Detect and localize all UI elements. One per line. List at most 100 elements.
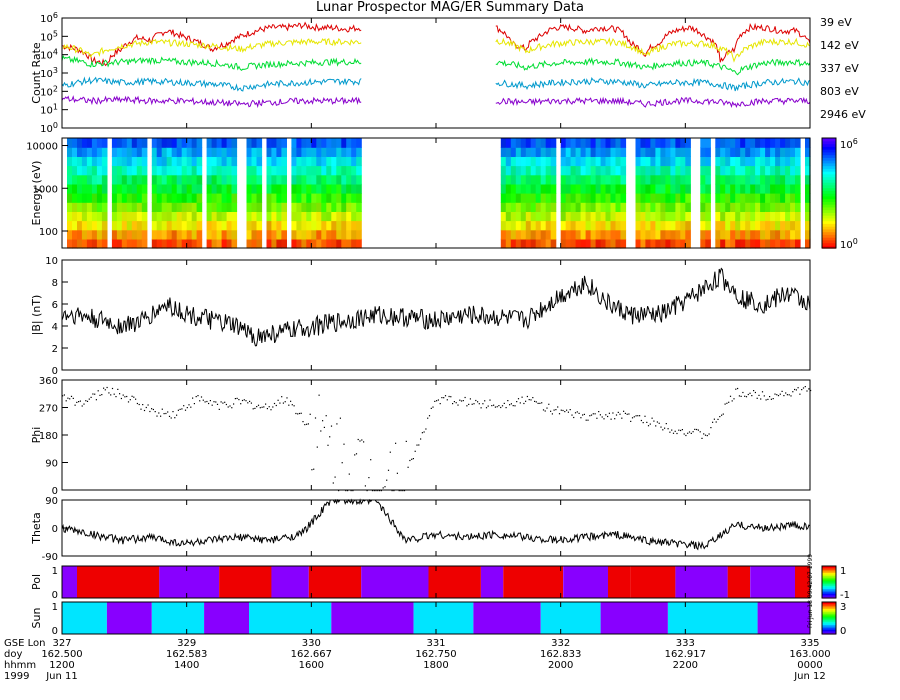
spectrogram-cell <box>735 193 741 203</box>
spectrogram-cell <box>505 238 512 249</box>
y-tick-label: 106 <box>40 11 58 25</box>
spectrogram-cell <box>351 138 357 148</box>
spectrogram-cell <box>77 220 83 231</box>
spectrogram-cell <box>525 211 532 222</box>
spectrogram-cell <box>680 202 686 212</box>
sun-ylabel: Sun <box>30 608 43 629</box>
spectrogram-cell <box>171 229 178 240</box>
spectrogram-cell <box>301 156 307 167</box>
spectrogram-cell <box>770 220 776 231</box>
colorbar-cell <box>822 220 836 224</box>
spectrogram-cell <box>645 202 651 212</box>
colorbar-cell <box>822 237 836 241</box>
spectrogram-cell <box>540 229 547 240</box>
spectrogram-cell <box>610 138 617 148</box>
phi-point <box>503 402 505 404</box>
colorbar-cell <box>822 228 836 233</box>
phi-point <box>493 404 495 406</box>
spectrogram-cell <box>550 229 557 240</box>
spectrogram-cell <box>136 202 143 212</box>
spectrogram-cell <box>525 156 532 167</box>
spectrogram-cell <box>96 193 103 203</box>
spectrogram-cell <box>96 202 103 212</box>
spectrogram-cell <box>86 138 93 148</box>
phi-point <box>275 404 277 407</box>
spectrogram-cell <box>560 202 567 212</box>
spectrogram-cell <box>121 220 128 231</box>
spectrogram-cell <box>186 174 193 185</box>
spectrogram-cell <box>775 202 781 212</box>
spectrogram-cell <box>550 183 557 194</box>
spectrogram-cell <box>221 138 228 148</box>
spectrogram-cell <box>605 220 612 231</box>
spectrogram-cell <box>545 138 552 148</box>
mini-colorbar-cell <box>822 570 836 573</box>
spectrogram-cell <box>750 156 756 167</box>
spectrogram-cell <box>171 211 178 222</box>
spectrogram-cell <box>316 238 322 249</box>
spectrogram-cell <box>226 238 233 249</box>
spectrogram-cell <box>770 238 776 249</box>
spectrogram-cell <box>680 238 686 249</box>
spectrogram-cell <box>181 174 188 185</box>
spectrogram-cell <box>590 229 597 240</box>
spectrogram-cell <box>271 202 277 212</box>
y-tick-label: 90 <box>45 459 58 470</box>
spectrogram-cell <box>231 238 238 249</box>
phi-point <box>131 395 133 397</box>
phi-point <box>655 425 657 427</box>
spectrogram-cell <box>191 174 198 185</box>
phi-point <box>74 404 76 406</box>
spectrogram-cell <box>730 183 736 194</box>
spectrogram-cell <box>515 183 522 194</box>
spectrogram-cell <box>186 147 193 157</box>
phi-point <box>154 411 156 413</box>
spectrogram-cell <box>640 165 647 176</box>
spectrogram-cell <box>326 156 332 167</box>
spectrogram-cell <box>505 229 512 240</box>
phi-point <box>557 406 559 408</box>
spectrogram-cell <box>660 147 666 157</box>
spectrogram-cell <box>336 174 342 185</box>
spectrogram-cell <box>196 193 203 203</box>
spectrogram-cell <box>670 220 676 231</box>
spectrogram-cell <box>805 238 811 249</box>
spectrogram-cell <box>770 147 776 157</box>
spectrogram-cell <box>101 193 108 203</box>
phi-point <box>756 397 758 399</box>
phi-point <box>423 431 425 433</box>
phi-point <box>181 408 183 410</box>
spectrogram-cell <box>336 165 342 176</box>
spectrogram-cell <box>565 211 572 222</box>
phi-point <box>612 412 614 414</box>
spectrogram-cell <box>231 193 238 203</box>
spectrogram-cell <box>151 174 158 185</box>
phi-point <box>701 437 703 439</box>
phi-point <box>534 400 536 402</box>
spectrogram-cell <box>635 238 642 249</box>
spectrogram-cell <box>500 220 507 231</box>
spectrogram-cell <box>515 174 522 185</box>
colorbar-cell <box>822 182 836 186</box>
colorbar-cell <box>822 154 836 158</box>
spectrogram-cell <box>81 147 88 157</box>
spectrogram-cell <box>770 211 776 222</box>
y-tick-label: 270 <box>39 404 58 415</box>
colorbar-cell <box>822 217 836 222</box>
spectrogram-cell <box>560 156 567 167</box>
spectrogram-cell <box>141 174 148 185</box>
spectrogram-cell <box>685 193 691 203</box>
mini-colorbar-frame <box>821 601 837 635</box>
spectrogram-cell <box>530 193 537 203</box>
spectrogram-cell <box>271 229 277 240</box>
spectrogram-cell <box>216 156 223 167</box>
spectrogram-cell <box>790 183 796 194</box>
spectrogram-cell <box>540 238 547 249</box>
phi-point <box>519 402 521 404</box>
phi-point <box>786 394 788 396</box>
spectrogram-cell <box>181 156 188 167</box>
spectrogram-cell <box>505 147 512 157</box>
spectrogram-cell <box>311 193 317 203</box>
spectrogram-cell <box>500 138 507 148</box>
spectrogram-cell <box>206 156 213 167</box>
